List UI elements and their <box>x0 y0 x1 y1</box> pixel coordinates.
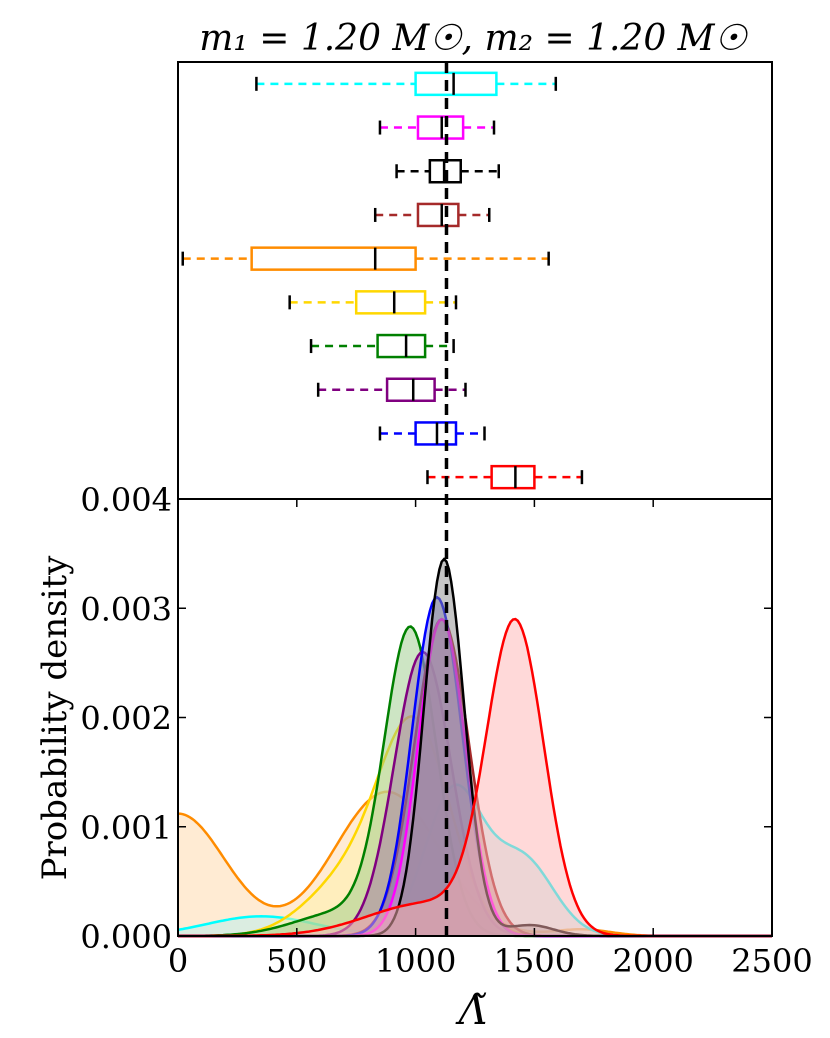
box-panel <box>177 61 773 500</box>
x-axis-label: Λ̃ <box>455 988 488 1034</box>
box-iqr <box>376 333 427 359</box>
box-iqr <box>416 202 460 228</box>
density-panel-frame <box>177 498 773 937</box>
y-tick-label: 0.001 <box>80 809 172 847</box>
y-tick-label: 0.000 <box>80 918 172 956</box>
box-plot <box>378 421 486 446</box>
y-tick-label: 0.004 <box>80 481 172 519</box>
y-axis-label: Probability density <box>35 555 75 880</box>
x-tick-label: 2000 <box>612 942 693 980</box>
box-plot <box>288 290 458 315</box>
box-iqr <box>354 290 427 315</box>
box-plot <box>395 159 501 184</box>
x-tick-label: 0 <box>168 942 188 980</box>
box-plot <box>309 333 455 359</box>
density-panel: 0 500 1000 1500 2000 2500 0.000 0.001 0.002 0.003… <box>80 481 812 980</box>
x-tick-label: 1000 <box>375 942 456 980</box>
y-tick-label: 0.003 <box>80 590 172 628</box>
x-tick-label: 500 <box>266 942 327 980</box>
y-tick-label: 0.002 <box>80 700 172 738</box>
density-fill <box>178 619 772 936</box>
box-plots <box>181 71 584 490</box>
box-plot <box>378 115 496 140</box>
box-plot <box>373 202 491 228</box>
box-iqr <box>490 464 536 490</box>
density-curves <box>177 557 772 938</box>
chart-title: m₁ = 1.20 M☉, m₂ = 1.20 M☉ <box>199 18 748 59</box>
box-iqr <box>250 246 417 271</box>
box-iqr <box>385 377 436 402</box>
x-tick-label: 1500 <box>494 942 575 980</box>
box-plot <box>426 464 584 490</box>
box-plot <box>316 377 467 402</box>
density-ticks: 0 500 1000 1500 2000 2500 0.000 0.001 0.002 0.003… <box>80 481 812 980</box>
box-plot <box>255 71 558 97</box>
box-plot <box>181 246 550 271</box>
x-tick-label: 2500 <box>731 942 812 980</box>
box-iqr <box>414 71 498 97</box>
